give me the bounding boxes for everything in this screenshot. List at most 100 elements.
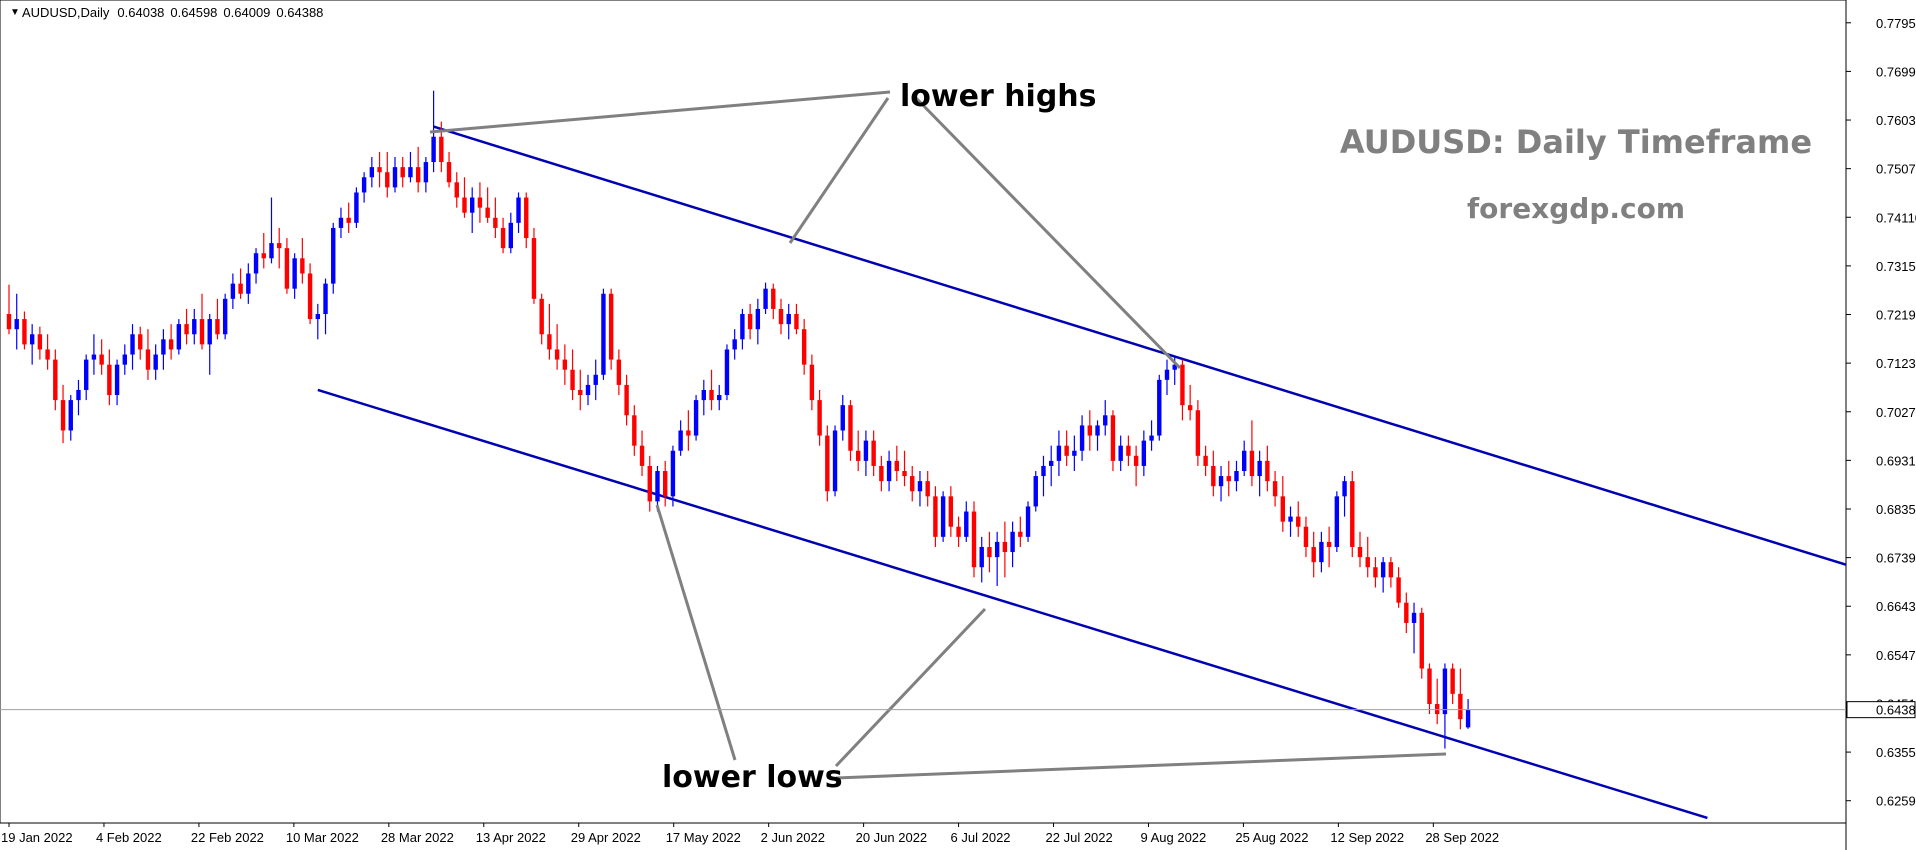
candle-bullish bbox=[1025, 506, 1031, 537]
candle-bearish bbox=[647, 465, 652, 502]
candle-bullish bbox=[940, 496, 946, 537]
candle-bearish bbox=[53, 359, 58, 401]
x-tick-label: 22 Feb 2022 bbox=[191, 830, 264, 845]
candle-bearish bbox=[415, 167, 421, 183]
collapse-triangle-icon[interactable]: ▼ bbox=[10, 7, 20, 18]
candle-bullish bbox=[1334, 496, 1340, 547]
candle-bearish bbox=[1365, 557, 1370, 568]
x-tick-label: 12 Sep 2022 bbox=[1330, 830, 1404, 845]
candle-bullish bbox=[1319, 541, 1324, 563]
ohlc-low: 0.64009 bbox=[223, 5, 270, 20]
candle-bullish bbox=[130, 334, 135, 355]
candle-bullish bbox=[1149, 435, 1154, 441]
annotation-pointer bbox=[834, 607, 987, 768]
candle-bullish bbox=[763, 288, 768, 309]
candle-bullish bbox=[1056, 445, 1062, 461]
x-tick-label: 4 Feb 2022 bbox=[96, 830, 162, 845]
candle-bullish bbox=[207, 319, 212, 345]
candle-bearish bbox=[539, 298, 544, 335]
candle-bearish bbox=[794, 314, 799, 330]
current-price-tag bbox=[1846, 701, 1916, 719]
candle-bearish bbox=[894, 460, 899, 472]
candle-bearish bbox=[747, 314, 753, 330]
x-tick-label: 28 Sep 2022 bbox=[1425, 830, 1499, 845]
candle-bearish bbox=[238, 283, 243, 294]
candle-bullish bbox=[423, 162, 429, 183]
candle-bearish bbox=[1187, 405, 1193, 411]
candle-bearish bbox=[168, 339, 174, 350]
candle-bullish bbox=[1141, 440, 1147, 466]
candle-bullish bbox=[678, 430, 683, 451]
candle-bearish bbox=[107, 364, 112, 396]
candle-bullish bbox=[1172, 364, 1177, 370]
candle-bearish bbox=[562, 359, 568, 370]
candle-bullish bbox=[315, 314, 320, 320]
candle-bullish bbox=[338, 217, 344, 228]
y-tick-label: 0.62590 bbox=[1876, 794, 1916, 809]
candle-bearish bbox=[639, 445, 645, 466]
candle-bearish bbox=[1373, 567, 1378, 578]
channel-trendline bbox=[317, 388, 1708, 820]
candle-bullish bbox=[14, 319, 19, 330]
candle-bullish bbox=[1049, 460, 1054, 466]
candle-bearish bbox=[1419, 612, 1424, 669]
candle-bullish bbox=[68, 400, 73, 431]
candle-bearish bbox=[1450, 668, 1455, 694]
candle-bullish bbox=[585, 384, 591, 396]
candle-bearish bbox=[632, 415, 637, 446]
candle-bearish bbox=[1249, 450, 1255, 477]
candle-bearish bbox=[1018, 531, 1023, 537]
candle-bearish bbox=[1180, 364, 1185, 406]
candle-bullish bbox=[1411, 612, 1417, 623]
candle-bearish bbox=[1195, 410, 1201, 456]
candle-bearish bbox=[446, 162, 452, 183]
candle-bullish bbox=[354, 192, 359, 223]
chart-header: AUDUSD,Daily 0.64038 0.64598 0.64009 0.64388 bbox=[22, 5, 323, 20]
candle-bullish bbox=[1118, 445, 1123, 461]
candle-bearish bbox=[1064, 445, 1069, 456]
candle-bearish bbox=[809, 364, 815, 401]
candle-bearish bbox=[624, 384, 629, 416]
candle-bearish bbox=[45, 349, 50, 360]
candle-bearish bbox=[1427, 668, 1432, 704]
candle-bullish bbox=[153, 354, 158, 370]
ohlc-high: 0.64598 bbox=[170, 5, 217, 20]
candle-bullish bbox=[755, 308, 761, 330]
candle-bearish bbox=[300, 258, 305, 274]
candle-bearish bbox=[987, 546, 992, 558]
candle-bullish bbox=[1465, 709, 1471, 728]
candle-bullish bbox=[964, 511, 969, 537]
candle-bullish bbox=[176, 324, 182, 350]
candle-bullish bbox=[740, 314, 745, 340]
candle-bearish bbox=[608, 293, 614, 360]
candle-bearish bbox=[377, 167, 382, 173]
candle-bearish bbox=[879, 465, 884, 482]
candle-bearish bbox=[663, 471, 668, 497]
plot-frame bbox=[0, 0, 1847, 824]
candle-bullish bbox=[863, 440, 869, 461]
candle-bullish bbox=[1041, 465, 1046, 477]
candle-bearish bbox=[145, 349, 151, 370]
candle-bullish bbox=[1072, 450, 1077, 456]
candle-bearish bbox=[1203, 455, 1208, 466]
candle-bullish bbox=[76, 389, 81, 401]
candle-bearish bbox=[1280, 496, 1285, 522]
x-tick-label: 6 Jul 2022 bbox=[951, 830, 1011, 845]
candle-bearish bbox=[99, 354, 104, 365]
candle-bullish bbox=[1010, 531, 1015, 553]
candle-bearish bbox=[825, 435, 830, 492]
current-price-label: 0.64388 bbox=[1876, 703, 1916, 718]
candle-bearish bbox=[616, 359, 622, 385]
candle-bearish bbox=[1087, 425, 1092, 436]
candle-bullish bbox=[246, 273, 251, 294]
candle-bullish bbox=[408, 167, 413, 178]
x-tick-label: 22 Jul 2022 bbox=[1046, 830, 1113, 845]
candle-bearish bbox=[1458, 693, 1463, 720]
x-tick-label: 20 Jun 2022 bbox=[856, 830, 928, 845]
candle-bearish bbox=[1350, 481, 1355, 547]
